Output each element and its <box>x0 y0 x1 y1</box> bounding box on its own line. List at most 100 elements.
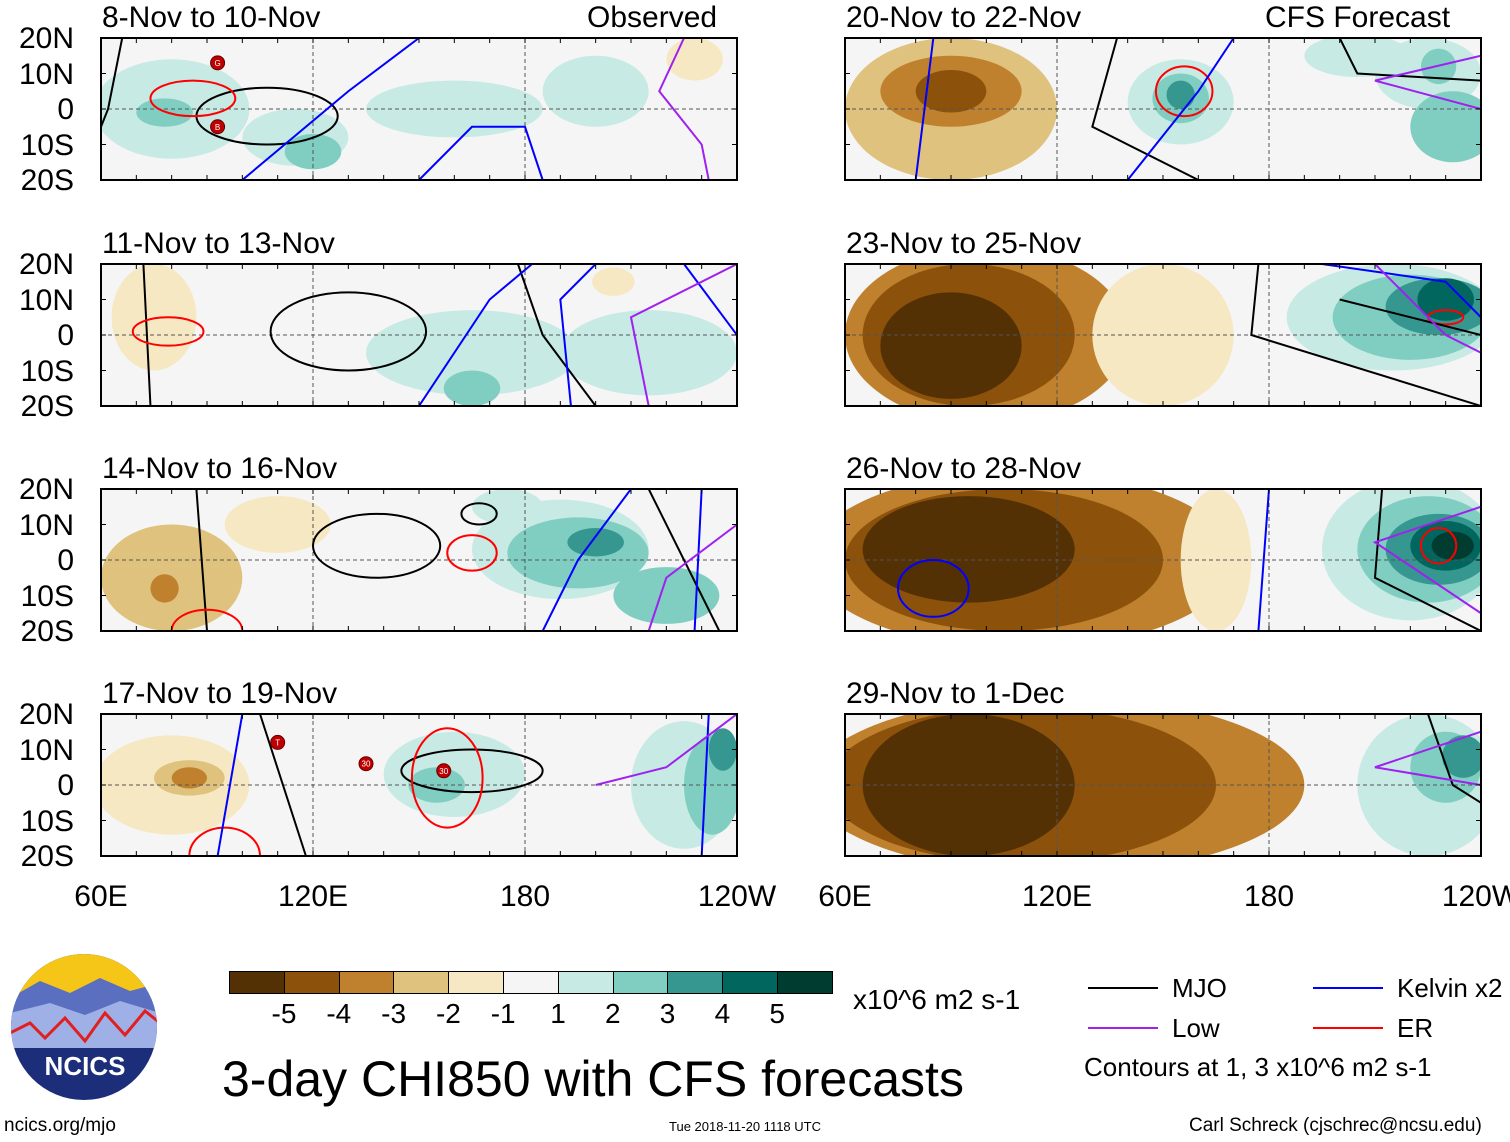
lat-tick-label: 10N <box>18 57 74 91</box>
svg-text:G: G <box>214 59 220 68</box>
anomaly-region <box>542 55 649 127</box>
colorbar-tick-label: 5 <box>769 998 785 1029</box>
lon-tick-label: 60E <box>74 880 128 913</box>
mjo-contour <box>1338 38 1481 82</box>
svg-text:30: 30 <box>439 767 448 776</box>
panel-title: 23-Nov to 25-Nov <box>846 227 1082 260</box>
panel-title: 26-Nov to 28-Nov <box>846 452 1082 485</box>
map-panel <box>100 488 738 632</box>
kelvin-contour <box>914 38 935 180</box>
kelvin-contour <box>559 264 597 406</box>
er-contour <box>446 534 498 572</box>
lat-tick-label: 10S <box>20 354 74 388</box>
units-label: x10^6 m2 s-1 <box>853 984 1021 1015</box>
low-contour <box>1374 264 1481 354</box>
anomaly-region <box>224 496 331 553</box>
colorbar-tick-label: 1 <box>550 998 566 1029</box>
mjo-contour <box>101 38 124 128</box>
lat-tick-label: 10N <box>18 508 74 542</box>
header-forecast: CFS Forecast <box>1265 1 1451 34</box>
mjo-contour <box>269 291 428 372</box>
anomaly-region <box>592 267 635 296</box>
anomaly-region <box>708 728 737 771</box>
colorbar-swatch <box>393 971 450 994</box>
storm-marker-icon: 30 <box>436 763 452 779</box>
colorbar-tick-label: 4 <box>714 998 731 1029</box>
anomaly-region <box>1442 735 1481 778</box>
colorbar-swatch <box>503 971 559 994</box>
lat-tick-label: 20N <box>18 473 74 506</box>
lat-tick-label: 10N <box>18 733 74 767</box>
map-panel <box>844 713 1482 857</box>
mjo-contour <box>195 489 208 631</box>
colorbar-swatch <box>777 971 833 994</box>
lat-tick-label: 20S <box>20 164 74 197</box>
lat-tick-label: 10N <box>18 283 74 317</box>
mjo-contour <box>1427 714 1481 804</box>
anomaly-region <box>613 567 720 624</box>
lat-tick-label: 0 <box>57 544 74 577</box>
lon-tick-label: 180 <box>1243 880 1295 913</box>
contour-note: Contours at 1, 3 x10^6 m2 s-1 <box>1084 1052 1432 1082</box>
colorbar-tick-label: 2 <box>605 998 621 1029</box>
kelvin-contour <box>683 264 737 336</box>
legend-line <box>1088 1027 1158 1029</box>
anomaly-region <box>443 370 501 406</box>
lat-tick-label: 20S <box>20 840 74 873</box>
colorbar-tick-label: -1 <box>490 998 516 1029</box>
kelvin-contour <box>1257 489 1270 631</box>
mjo-contour <box>1339 298 1481 336</box>
colorbar-swatch <box>722 971 778 994</box>
er-contour <box>1419 527 1458 565</box>
colorbar-tick-label: -3 <box>381 998 407 1029</box>
map-panel <box>844 263 1482 407</box>
kelvin-contour <box>241 38 420 180</box>
mjo-contour <box>516 264 597 406</box>
logo-text: NCICS <box>45 1051 126 1081</box>
map-svg: GB <box>100 37 738 181</box>
anomaly-region <box>862 496 1075 603</box>
lat-tick-label: 20S <box>20 390 74 423</box>
lon-tick-label: 120E <box>1021 880 1093 913</box>
map-panel <box>844 37 1482 181</box>
footer-url[interactable]: ncics.org/mjo <box>4 1115 116 1136</box>
mjo-contour <box>142 264 152 406</box>
lat-tick-label: 20N <box>18 22 74 55</box>
anomaly-region <box>111 264 197 371</box>
legend-label: Low <box>1172 1013 1220 1043</box>
lat-tick-label: 0 <box>57 319 74 352</box>
anomaly-region <box>171 767 207 789</box>
anomaly-region <box>567 528 624 557</box>
storm-marker-icon: T <box>270 734 286 750</box>
colorbar-tick-label: 3 <box>659 998 676 1029</box>
kelvin-contour <box>1126 38 1235 180</box>
map-svg: T 30 30 <box>100 713 738 857</box>
anomaly-region <box>150 574 179 603</box>
er-contour <box>149 79 237 118</box>
low-contour <box>595 714 737 786</box>
panel-title: 11-Nov to 13-Nov <box>102 227 335 260</box>
legend-line <box>1313 1027 1383 1029</box>
kelvin-contour <box>418 264 533 406</box>
colorbar-tick-label: -4 <box>326 998 352 1029</box>
mjo-contour <box>647 489 721 631</box>
colorbar-swatch <box>229 971 285 994</box>
kelvin-contour <box>693 489 703 631</box>
colorbar-tick-label: -5 <box>271 998 297 1029</box>
kelvin-contour <box>418 125 544 180</box>
low-contour <box>1374 730 1481 786</box>
colorbar-swatch <box>338 971 395 994</box>
anomaly-region <box>915 69 987 113</box>
svg-text:30: 30 <box>362 760 371 769</box>
legend-label: MJO <box>1172 973 1227 1003</box>
kelvin-contour <box>897 559 970 618</box>
mjo-contour <box>400 748 544 794</box>
panel-title: 8-Nov to 10-Nov <box>102 1 321 34</box>
anomaly-region <box>1180 489 1252 631</box>
lon-tick-label: 60E <box>818 880 872 913</box>
map-svg <box>844 488 1482 632</box>
colorbar-swatch <box>612 971 669 994</box>
storm-marker-icon: G <box>210 55 226 71</box>
panel-title: 20-Nov to 22-Nov <box>846 1 1082 34</box>
anomaly-region <box>472 489 543 525</box>
